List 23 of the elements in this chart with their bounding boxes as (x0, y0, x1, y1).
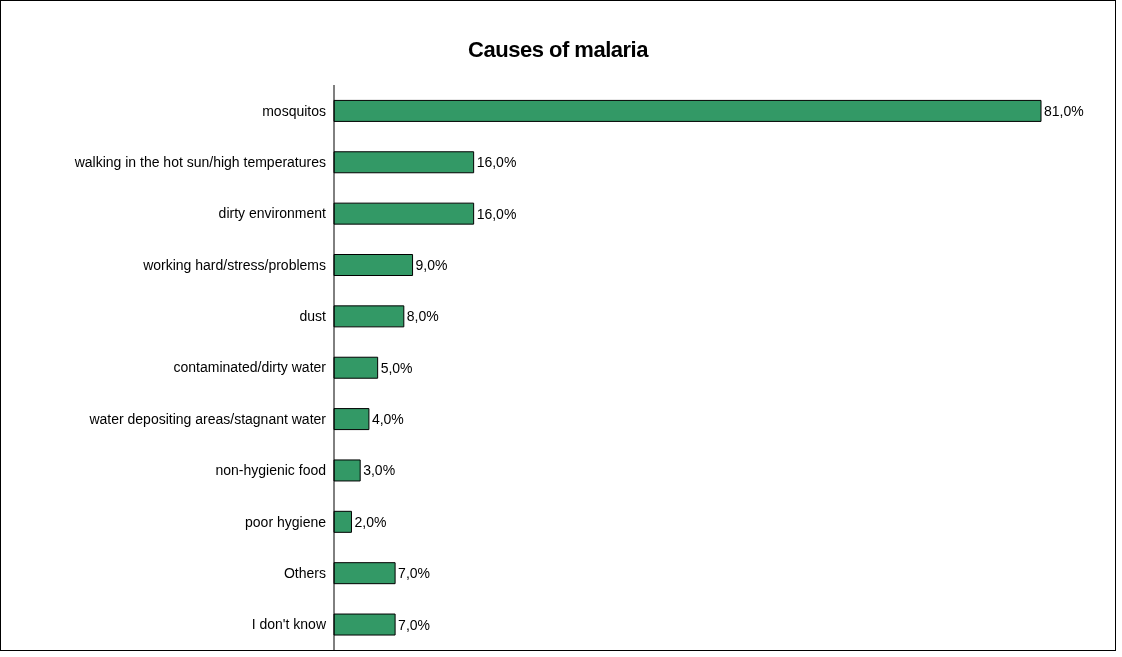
data-label: 8,0% (406, 308, 439, 325)
data-label: 3,0% (363, 462, 396, 479)
data-label: 7,0% (398, 565, 431, 582)
data-label: 16,0% (476, 205, 517, 222)
y-tick-label: mosquitos (262, 102, 326, 119)
y-tick-label: walking in the hot sun/high temperatures (73, 154, 326, 171)
y-tick-label: contaminated/dirty water (173, 359, 327, 376)
y-tick-label: water depositing areas/stagnant water (88, 410, 327, 427)
y-tick-label: dust (299, 308, 327, 325)
y-tick-label: I don't know (251, 616, 327, 633)
y-tick-label: non-hygienic food (215, 462, 326, 479)
data-label: 16,0% (476, 154, 517, 171)
y-tick-label: poor hygiene (245, 513, 327, 530)
data-label: 7,0% (398, 616, 431, 633)
data-label: 81,0% (1044, 102, 1084, 119)
y-tick-label: dirty environment (218, 205, 327, 222)
data-label: 4,0% (371, 411, 404, 428)
y-tick-label: working hard/stress/problems (142, 256, 326, 273)
data-label: 9,0% (415, 256, 448, 273)
y-tick-label: Others (283, 564, 326, 581)
data-label: 2,0% (354, 513, 387, 530)
chart-title: Causes of malaria (467, 37, 650, 63)
data-label: 5,0% (380, 359, 413, 376)
